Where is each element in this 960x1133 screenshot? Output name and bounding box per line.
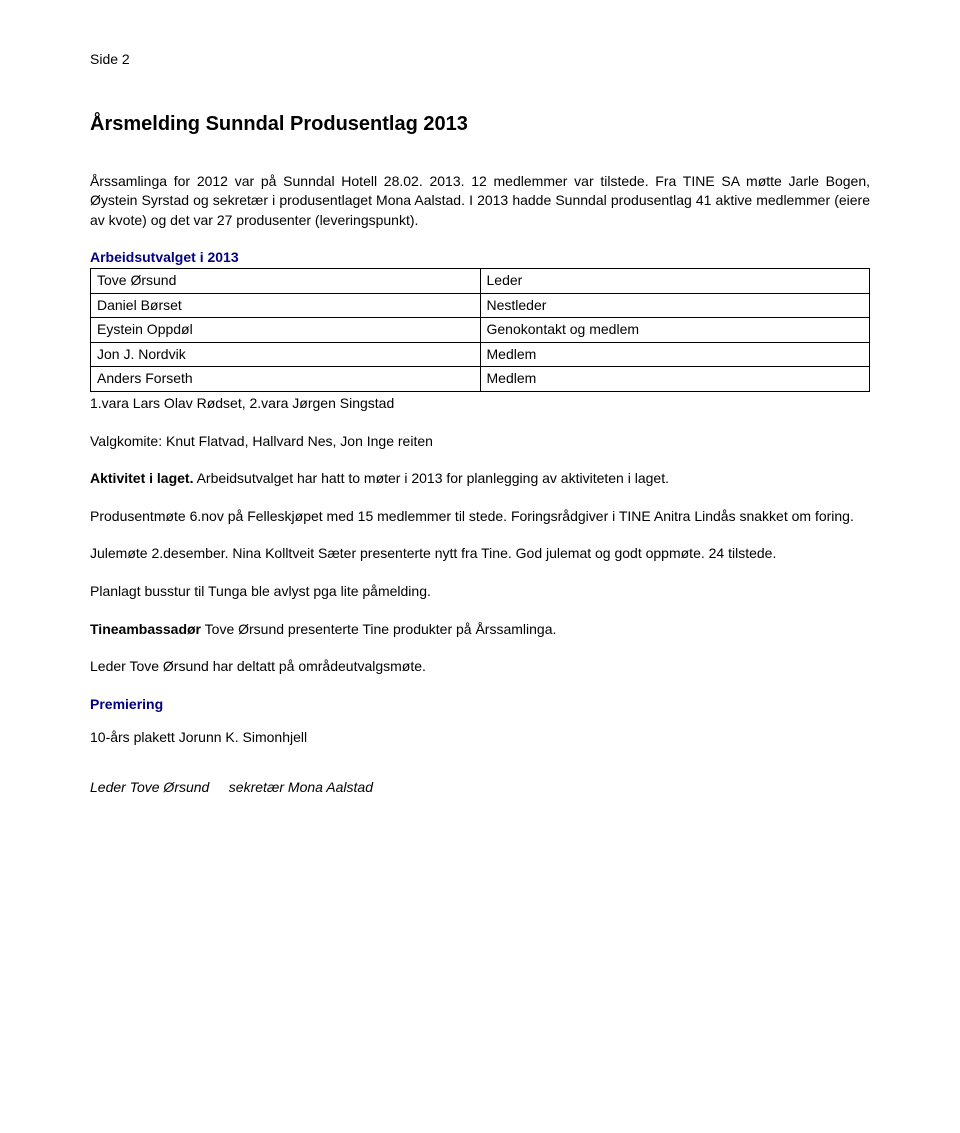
premiering-body: 10-års plakett Jorunn K. Simonhjell xyxy=(90,728,870,748)
tineambassador-heading: Tineambassadør xyxy=(90,621,201,637)
tineambassador-body: Tove Ørsund presenterte Tine produkter p… xyxy=(201,621,556,637)
activity-paragraph: Aktivitet i laget. Arbeidsutvalget har h… xyxy=(90,469,870,489)
busstur-paragraph: Planlagt busstur til Tunga ble avlyst pg… xyxy=(90,582,870,602)
committee-name: Tove Ørsund xyxy=(91,268,481,293)
committee-role: Genokontakt og medlem xyxy=(480,318,870,343)
table-row: Tove Ørsund Leder xyxy=(91,268,870,293)
leder-line: Leder Tove Ørsund har deltatt på områdeu… xyxy=(90,657,870,677)
table-row: Jon J. Nordvik Medlem xyxy=(91,342,870,367)
intro-paragraph: Årssamlinga for 2012 var på Sunndal Hote… xyxy=(90,172,870,231)
premiering-heading: Premiering xyxy=(90,695,870,715)
committee-table: Tove Ørsund Leder Daniel Børset Nestlede… xyxy=(90,268,870,392)
signature-secretary: sekretær Mona Aalstad xyxy=(229,779,373,795)
page-number: Side 2 xyxy=(90,50,870,70)
signature-line: Leder Tove Ørsund sekretær Mona Aalstad xyxy=(90,778,870,798)
table-row: Anders Forseth Medlem xyxy=(91,367,870,392)
committee-role: Medlem xyxy=(480,342,870,367)
julemote-paragraph: Julemøte 2.desember. Nina Kolltveit Sæte… xyxy=(90,544,870,564)
committee-name: Jon J. Nordvik xyxy=(91,342,481,367)
committee-role: Leder xyxy=(480,268,870,293)
table-row: Daniel Børset Nestleder xyxy=(91,293,870,318)
valgkomite: Valgkomite: Knut Flatvad, Hallvard Nes, … xyxy=(90,432,870,452)
vara-line: 1.vara Lars Olav Rødset, 2.vara Jørgen S… xyxy=(90,394,870,414)
committee-name: Anders Forseth xyxy=(91,367,481,392)
activity-heading: Aktivitet i laget. xyxy=(90,470,193,486)
signature-spacer xyxy=(209,779,228,795)
committee-name: Daniel Børset xyxy=(91,293,481,318)
document-title: Årsmelding Sunndal Produsentlag 2013 xyxy=(90,110,870,138)
table-row: Eystein Oppdøl Genokontakt og medlem xyxy=(91,318,870,343)
tineambassador-paragraph: Tineambassadør Tove Ørsund presenterte T… xyxy=(90,620,870,640)
committee-role: Medlem xyxy=(480,367,870,392)
committee-name: Eystein Oppdøl xyxy=(91,318,481,343)
signature-leader: Leder Tove Ørsund xyxy=(90,779,209,795)
committee-heading: Arbeidsutvalget i 2013 xyxy=(90,248,870,268)
produsentmote-paragraph: Produsentmøte 6.nov på Felleskjøpet med … xyxy=(90,507,870,527)
activity-body: Arbeidsutvalget har hatt to møter i 2013… xyxy=(193,470,669,486)
committee-role: Nestleder xyxy=(480,293,870,318)
